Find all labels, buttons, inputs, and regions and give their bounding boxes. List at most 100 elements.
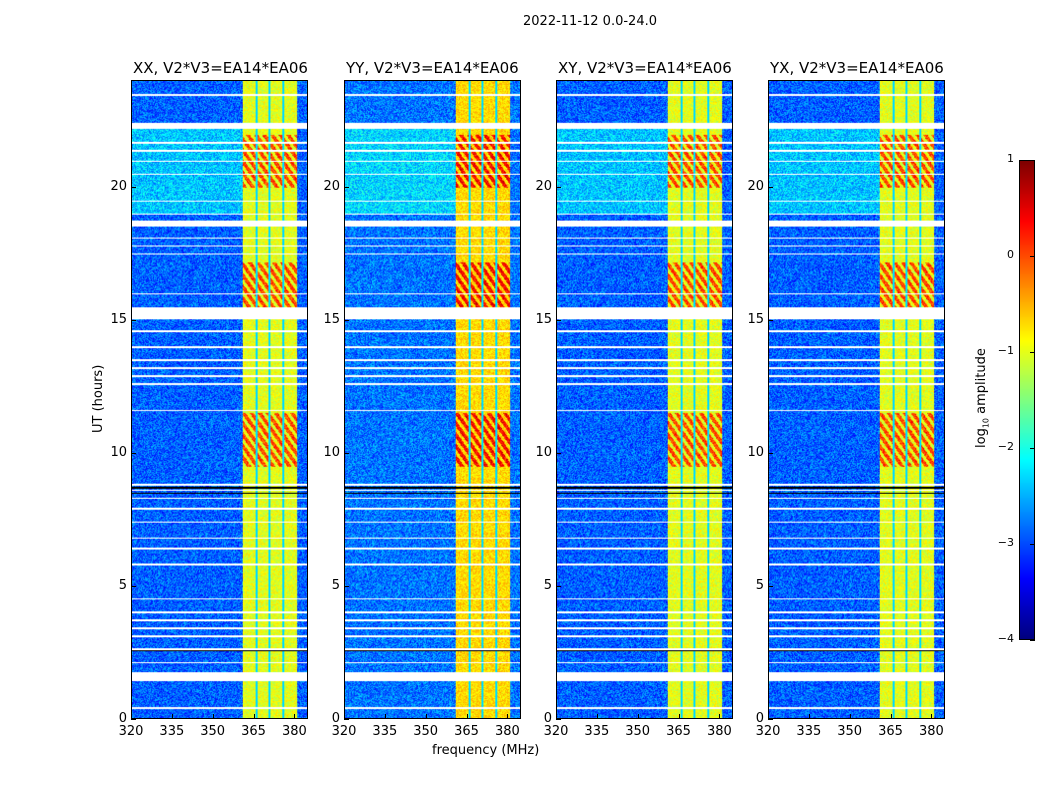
heatmap-image: [769, 81, 944, 718]
x-tick-mark: [931, 714, 933, 719]
y-tick-mark: [556, 186, 561, 188]
colorbar-tick-mark: [1030, 544, 1035, 545]
x-tick-mark: [384, 714, 386, 719]
x-tick-mark: [212, 714, 214, 719]
x-tick-mark: [344, 714, 345, 719]
y-tick-mark: [344, 452, 349, 454]
y-tick-label: 15: [747, 311, 764, 327]
y-tick-mark: [344, 319, 349, 321]
x-tick-label: 365: [241, 724, 266, 739]
y-tick-mark: [131, 319, 136, 321]
y-tick-mark: [768, 186, 773, 188]
y-tick-mark: [768, 719, 773, 720]
y-tick-label: 5: [118, 577, 127, 593]
colorbar-tick-label: 0: [1007, 248, 1014, 261]
y-tick-mark: [131, 719, 136, 720]
x-tick-label: 350: [625, 724, 651, 739]
x-tick-mark: [849, 714, 851, 719]
y-tick-mark: [768, 452, 773, 454]
x-tick-label: 320: [755, 724, 781, 739]
x-tick-label: 380: [706, 724, 732, 739]
x-tick-mark: [294, 714, 296, 719]
y-tick-label: 10: [110, 444, 127, 460]
x-tick-mark: [425, 714, 427, 719]
y-tick-mark: [344, 719, 349, 720]
heatmap-panel: [556, 80, 733, 719]
y-tick-label: 10: [323, 444, 340, 460]
x-tick-label: 335: [584, 724, 610, 739]
y-tick-label: 20: [747, 178, 764, 194]
panel-title: YY, V2*V3=EA14*EA06: [346, 59, 519, 77]
y-tick-label: 15: [110, 311, 127, 327]
x-tick-label: 380: [494, 724, 520, 739]
colorbar-tick-label: −1: [997, 344, 1014, 357]
y-tick-mark: [131, 585, 136, 587]
x-tick-mark: [678, 714, 680, 719]
heatmap-image: [557, 81, 732, 718]
heatmap-panel: [131, 80, 308, 719]
y-tick-label: 20: [535, 178, 552, 194]
x-tick-label: 335: [372, 724, 398, 739]
y-tick-label: 15: [323, 311, 340, 327]
y-tick-label: 5: [331, 577, 340, 593]
y-tick-label: 20: [323, 178, 340, 194]
heatmap-image: [345, 81, 520, 718]
y-tick-label: 0: [331, 711, 340, 726]
figure-suptitle: 2022-11-12 0.0-24.0: [523, 14, 657, 29]
x-tick-label: 335: [796, 724, 822, 739]
x-tick-mark: [507, 714, 509, 719]
y-tick-label: 5: [543, 577, 552, 593]
colorbar-tick-mark: [1030, 448, 1035, 449]
colorbar-label: log10 amplitude: [974, 348, 991, 448]
x-tick-label: 320: [543, 724, 569, 739]
x-tick-mark: [719, 714, 721, 719]
x-tick-label: 350: [200, 724, 226, 739]
x-tick-label: 365: [666, 724, 691, 739]
panel-title: XY, V2*V3=EA14*EA06: [558, 59, 732, 77]
y-tick-mark: [556, 452, 561, 454]
y-tick-label: 20: [110, 178, 127, 194]
x-tick-label: 350: [837, 724, 863, 739]
y-tick-mark: [556, 719, 561, 720]
x-tick-mark: [890, 714, 892, 719]
y-tick-label: 0: [755, 711, 764, 726]
panel-title: XX, V2*V3=EA14*EA06: [133, 59, 308, 77]
y-tick-mark: [344, 585, 349, 587]
x-tick-label: 350: [413, 724, 439, 739]
colorbar-tick-mark: [1030, 640, 1035, 641]
y-axis-label: UT (hours): [91, 364, 106, 433]
x-tick-mark: [637, 714, 639, 719]
y-tick-mark: [768, 319, 773, 321]
x-tick-label: 365: [878, 724, 903, 739]
x-tick-label: 320: [331, 724, 357, 739]
x-tick-mark: [556, 714, 557, 719]
x-tick-mark: [808, 714, 810, 719]
heatmap-image: [132, 81, 307, 718]
colorbar-tick-mark: [1030, 256, 1035, 257]
x-tick-label: 380: [918, 724, 944, 739]
x-axis-label: frequency (MHz): [432, 743, 540, 758]
x-tick-mark: [171, 714, 173, 719]
x-tick-label: 320: [118, 724, 144, 739]
x-tick-mark: [768, 714, 769, 719]
panel-title: YX, V2*V3=EA14*EA06: [770, 59, 944, 77]
colorbar-tick-label: 1: [1007, 152, 1014, 165]
colorbar-tick-mark: [1030, 160, 1035, 161]
y-tick-mark: [344, 186, 349, 188]
y-tick-mark: [131, 186, 136, 188]
y-tick-mark: [131, 452, 136, 454]
colorbar-tick-label: −4: [997, 632, 1014, 645]
y-tick-mark: [556, 585, 561, 587]
colorbar-tick-mark: [1030, 352, 1035, 353]
x-tick-mark: [253, 714, 255, 719]
x-tick-mark: [596, 714, 598, 719]
y-tick-label: 10: [747, 444, 764, 460]
x-tick-label: 380: [281, 724, 307, 739]
heatmap-panel: [344, 80, 521, 719]
x-tick-label: 335: [159, 724, 185, 739]
y-tick-mark: [768, 585, 773, 587]
heatmap-panel: [768, 80, 945, 719]
x-tick-mark: [131, 714, 132, 719]
x-tick-mark: [466, 714, 468, 719]
